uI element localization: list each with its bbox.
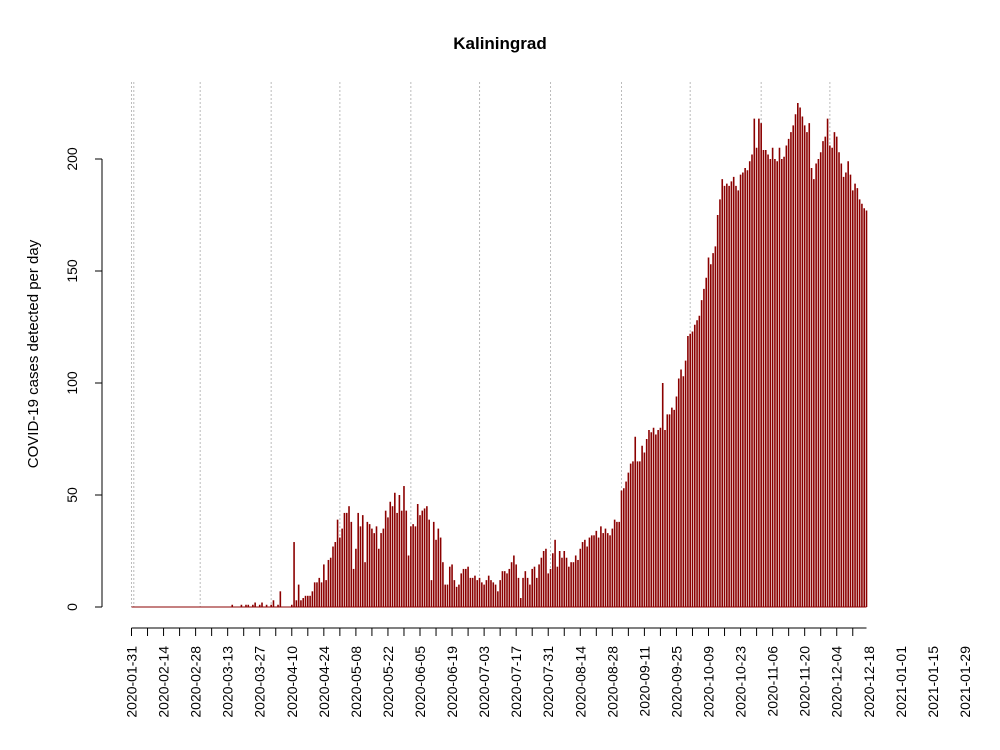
- x-tick-label: 2020-05-22: [380, 646, 396, 718]
- x-tick-label: 2020-09-11: [636, 646, 652, 717]
- x-tick-label: 2020-01-31: [124, 646, 140, 718]
- y-tick-label: 50: [64, 487, 80, 503]
- y-axis: 0 50 100 150 200: [64, 147, 103, 611]
- x-tick-label: 2020-07-03: [476, 646, 492, 718]
- x-axis: 2020-01-31 2020-02-14 2020-02-28 2020-03-13…: [124, 627, 973, 718]
- x-tick-label: 2020-11-06: [765, 646, 781, 717]
- x-tick-label: 2020-02-14: [156, 646, 172, 718]
- x-tick-label: 2020-03-13: [220, 646, 236, 718]
- x-tick-label: 2020-11-20: [797, 646, 813, 717]
- x-tick-label: 2021-01-15: [925, 646, 941, 718]
- x-tick-label: 2020-04-24: [316, 646, 332, 718]
- x-tick-label: 2020-05-08: [348, 646, 364, 718]
- x-tick-label: 2020-12-18: [861, 646, 877, 718]
- x-tick-label: 2021-01-29: [957, 646, 973, 718]
- x-tick-label: 2020-06-19: [444, 646, 460, 718]
- x-tick-label: 2020-06-05: [412, 646, 428, 718]
- x-tick-label: 2020-10-09: [701, 646, 717, 718]
- x-tick-label: 2020-12-04: [829, 646, 845, 718]
- y-tick-label: 0: [64, 603, 80, 611]
- x-tick-label: 2020-09-25: [668, 646, 684, 718]
- x-tick-label: 2021-01-01: [893, 646, 909, 718]
- bars-group: [131, 103, 868, 608]
- x-tick-label: 2020-07-17: [508, 646, 524, 718]
- y-axis-label: COVID-19 cases detected per day: [25, 239, 42, 468]
- x-tick-label: 2020-07-31: [540, 646, 556, 718]
- y-tick-label: 200: [64, 147, 80, 171]
- x-tick-label: 2020-08-28: [604, 646, 620, 718]
- x-tick-label: 2020-10-23: [733, 646, 749, 718]
- y-tick-label: 100: [64, 371, 80, 395]
- y-tick-label: 150: [64, 259, 80, 283]
- chart-title: Kaliningrad: [453, 34, 547, 53]
- x-tick-label: 2020-04-10: [284, 646, 300, 718]
- x-tick-label: 2020-02-28: [188, 646, 204, 718]
- x-tick-label: 2020-08-14: [572, 646, 588, 718]
- x-tick-label: 2020-03-27: [252, 646, 268, 718]
